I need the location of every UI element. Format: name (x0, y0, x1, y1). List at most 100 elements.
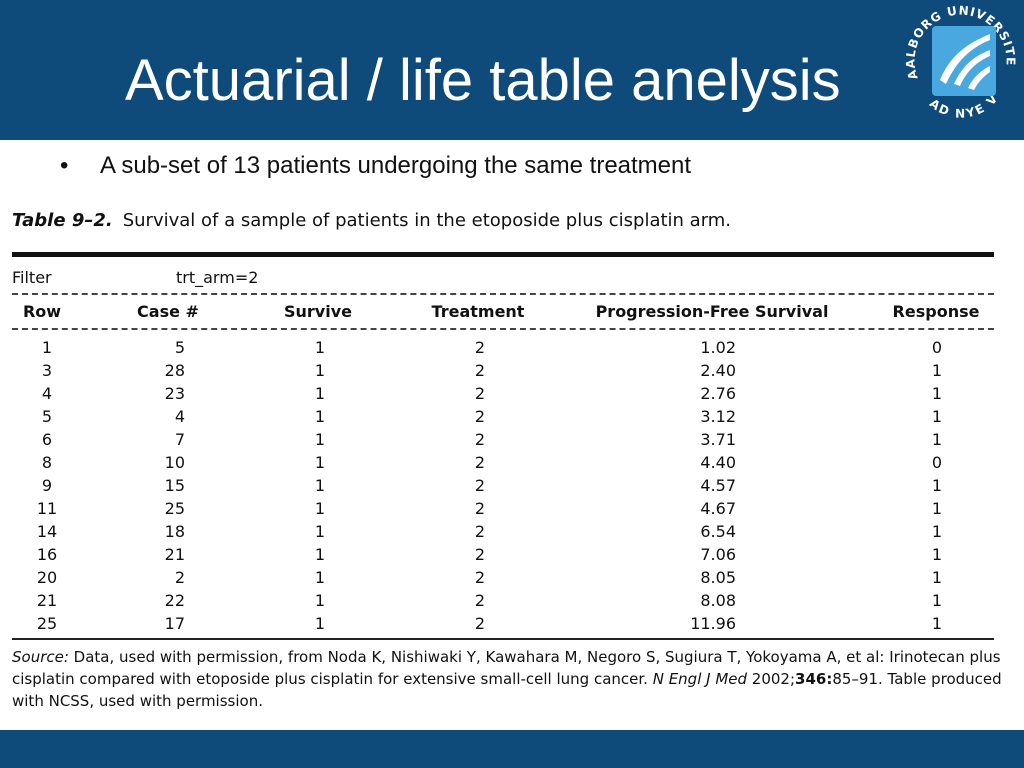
cell-treatment: 2 (474, 545, 486, 564)
cell-treatment: 2 (474, 614, 486, 633)
cell-response: 1 (931, 522, 943, 541)
cell-pfs: 8.08 (700, 591, 736, 610)
cell-case: 28 (164, 361, 185, 380)
cell-survive: 1 (314, 522, 326, 541)
cell-survive: 1 (314, 384, 326, 403)
cell-pfs: 2.76 (700, 384, 736, 403)
cell-survive: 1 (314, 499, 326, 518)
header-top-rule (12, 293, 994, 295)
cell-response: 0 (931, 338, 943, 357)
source-volume: 346: (795, 670, 833, 688)
cell-response: 0 (931, 453, 943, 472)
column-header-case: Case # (137, 302, 199, 321)
table-caption: Table 9–2. Survival of a sample of patien… (12, 210, 731, 231)
cell-treatment: 2 (474, 499, 486, 518)
cell-survive: 1 (314, 614, 326, 633)
cell-row: 4 (41, 384, 53, 403)
cell-survive: 1 (314, 568, 326, 587)
cell-case: 22 (164, 591, 185, 610)
cell-row: 9 (41, 476, 53, 495)
cell-case: 23 (164, 384, 185, 403)
source-label: Source: (12, 648, 69, 666)
cell-row: 11 (36, 499, 58, 518)
slide-content: • A sub-set of 13 patients undergoing the… (0, 140, 1024, 730)
cell-row: 14 (36, 522, 58, 541)
filter-value: trt_arm=2 (176, 268, 259, 287)
filter-label: Filter (12, 268, 52, 287)
cell-pfs: 6.54 (700, 522, 736, 541)
cell-response: 1 (931, 361, 943, 380)
cell-treatment: 2 (474, 453, 486, 472)
cell-treatment: 2 (474, 384, 486, 403)
cell-survive: 1 (314, 453, 326, 472)
column-header-row: Row (22, 302, 62, 321)
source-text-2: 2002; (747, 670, 796, 688)
cell-case: 21 (164, 545, 185, 564)
cell-treatment: 2 (474, 338, 486, 357)
cell-response: 1 (931, 568, 943, 587)
cell-survive: 1 (314, 476, 326, 495)
cell-row: 25 (36, 614, 58, 633)
cell-treatment: 2 (474, 476, 486, 495)
survival-table-figure: Table 9–2. Survival of a sample of patien… (0, 198, 1024, 730)
cell-row: 8 (41, 453, 53, 472)
cell-treatment: 2 (474, 430, 486, 449)
cell-case: 7 (174, 430, 185, 449)
cell-survive: 1 (314, 430, 326, 449)
cell-treatment: 2 (474, 407, 486, 426)
cell-row: 3 (41, 361, 53, 380)
table-bottom-rule (12, 638, 994, 640)
cell-pfs: 3.12 (700, 407, 736, 426)
cell-pfs: 4.40 (700, 453, 736, 472)
cell-pfs: 4.57 (700, 476, 736, 495)
cell-survive: 1 (314, 545, 326, 564)
table-top-rule (12, 252, 994, 257)
cell-row: 1 (41, 338, 53, 357)
cell-row: 6 (41, 430, 53, 449)
cell-case: 15 (164, 476, 185, 495)
cell-row: 20 (36, 568, 58, 587)
bullet-marker: • (60, 152, 69, 179)
cell-pfs: 7.06 (700, 545, 736, 564)
table-caption-text: Survival of a sample of patients in the … (122, 210, 732, 231)
table-source-note: Source: Data, used with permission, from… (12, 646, 1002, 712)
university-logo: AALBORG UNIVERSITET AD NYE VEJE (896, 0, 1017, 121)
cell-pfs: 1.02 (700, 338, 736, 357)
cell-case: 10 (164, 453, 185, 472)
header-bottom-rule (12, 328, 994, 330)
bullet-item: • A sub-set of 13 patients undergoing the… (60, 152, 691, 180)
cell-response: 1 (931, 476, 943, 495)
cell-case: 18 (164, 522, 185, 541)
cell-row: 16 (36, 545, 58, 564)
cell-row: 21 (36, 591, 58, 610)
cell-survive: 1 (314, 361, 326, 380)
cell-response: 1 (931, 545, 943, 564)
cell-case: 17 (164, 614, 185, 633)
cell-response: 1 (931, 591, 943, 610)
cell-survive: 1 (314, 591, 326, 610)
cell-response: 1 (931, 499, 943, 518)
cell-response: 1 (931, 384, 943, 403)
cell-case: 4 (174, 407, 185, 426)
cell-response: 1 (931, 407, 943, 426)
cell-treatment: 2 (474, 361, 486, 380)
cell-treatment: 2 (474, 591, 486, 610)
source-text-1: Data, used with permission, from Noda K,… (12, 648, 1001, 688)
table-number: Table 9–2. (12, 210, 113, 231)
bullet-text: A sub-set of 13 patients undergoing the … (100, 152, 692, 179)
slide-title: Actuarial / life table anelysis (125, 48, 841, 113)
cell-case: 25 (164, 499, 185, 518)
cell-pfs: 2.40 (700, 361, 736, 380)
cell-pfs: 4.67 (700, 499, 736, 518)
footer-band (0, 730, 1024, 768)
cell-response: 1 (931, 430, 943, 449)
cell-treatment: 2 (474, 568, 486, 587)
column-header-response: Response (892, 302, 980, 321)
column-header-survive: Survive (284, 302, 352, 321)
cell-survive: 1 (314, 407, 326, 426)
cell-row: 5 (41, 407, 53, 426)
cell-pfs: 8.05 (700, 568, 736, 587)
cell-survive: 1 (314, 338, 326, 357)
cell-response: 1 (931, 614, 943, 633)
column-header-treatment: Treatment (431, 302, 525, 321)
